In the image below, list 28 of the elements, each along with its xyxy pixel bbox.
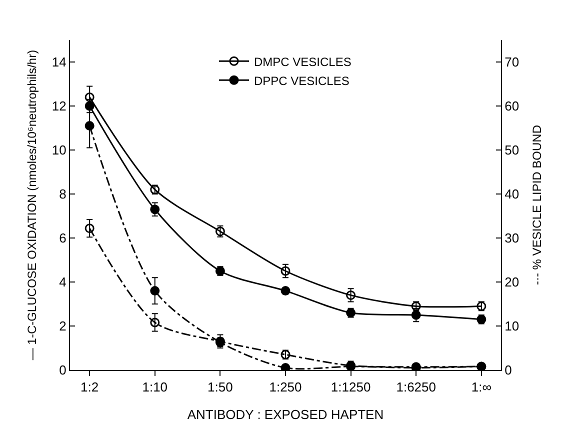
y-tick-label: 4 <box>59 274 66 290</box>
y2-tick-label: 50 <box>504 142 520 158</box>
x-tick-label: 1:10 <box>142 380 168 395</box>
y-tick-label: 2 <box>59 318 66 334</box>
y2-axis-title: -·- % VESICLE LIPID BOUND <box>530 124 544 286</box>
y-tick-label: 14 <box>52 54 66 70</box>
legend-label: DPPC VESICLES <box>254 74 350 88</box>
y2-tick-label: 10 <box>504 318 520 334</box>
legend-label: DMPC VESICLES <box>254 54 352 69</box>
y-tick-label: 0 <box>59 362 66 378</box>
x-axis-title: ANTIBODY : EXPOSED HAPTEN <box>187 407 384 422</box>
x-tick-label: 1:250 <box>269 380 302 395</box>
y2-tick-label: 20 <box>504 274 520 290</box>
y2-tick-label: 0 <box>504 362 512 378</box>
y2-tick-label: 30 <box>504 230 520 246</box>
x-tick-label: 1:6250 <box>396 380 436 395</box>
y2-tick-label: 40 <box>504 186 520 202</box>
y2-tick-label: 70 <box>504 54 520 70</box>
y-tick-label: 12 <box>52 98 66 114</box>
x-tick-label: 1:2 <box>80 380 99 395</box>
y-tick-label: 8 <box>59 186 66 202</box>
y-tick-label: 10 <box>52 142 66 158</box>
y-axis-title: — 1-C-GLUCOSE OXIDATION (nmoles/10⁶neutrophils/hr) <box>25 50 39 360</box>
x-tick-label: 1:∞ <box>471 380 492 395</box>
x-tick-label: 1:50 <box>208 380 233 395</box>
x-tick-label: 1:1250 <box>330 380 371 395</box>
y2-tick-label: 60 <box>504 98 520 114</box>
y-tick-label: 6 <box>59 230 66 246</box>
